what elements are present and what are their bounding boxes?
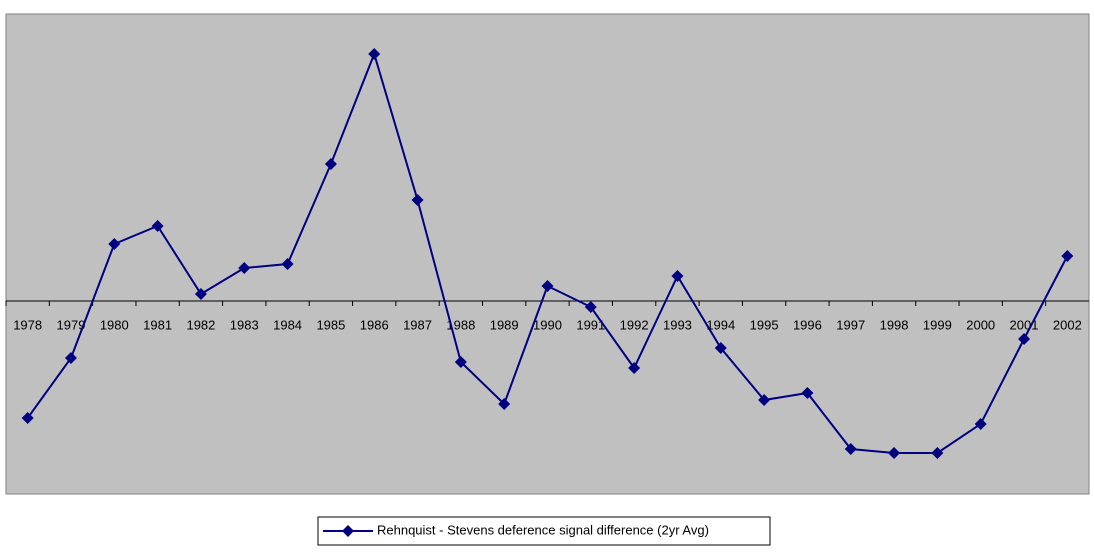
marker xyxy=(1061,250,1074,262)
x-tick-label: 2001 xyxy=(1010,317,1039,332)
marker xyxy=(194,288,207,300)
marker xyxy=(888,447,901,459)
x-tick-label: 1987 xyxy=(403,317,432,332)
x-tick-label: 1989 xyxy=(490,317,519,332)
x-tick-label: 1998 xyxy=(880,317,909,332)
legend xyxy=(317,516,771,546)
marker xyxy=(498,398,511,410)
marker xyxy=(1018,333,1031,345)
x-tick-label: 1991 xyxy=(576,317,605,332)
x-tick-label: 1993 xyxy=(663,317,692,332)
marker xyxy=(21,412,34,424)
marker xyxy=(931,447,944,459)
x-tick-label: 2002 xyxy=(1053,317,1082,332)
marker xyxy=(108,238,121,250)
x-tick-label: 1997 xyxy=(836,317,865,332)
marker xyxy=(584,301,597,313)
x-tick-label: 1996 xyxy=(793,317,822,332)
marker xyxy=(368,48,381,60)
marker xyxy=(324,158,337,170)
x-tick-label: 1988 xyxy=(446,317,475,332)
x-tick-label: 1982 xyxy=(186,317,215,332)
x-tick-label: 1981 xyxy=(143,317,172,332)
x-tick-label: 1979 xyxy=(57,317,86,332)
marker xyxy=(151,220,164,232)
x-tick-label: 1999 xyxy=(923,317,952,332)
plot-area xyxy=(5,13,1090,495)
marker xyxy=(628,362,641,374)
x-tick-label: 1986 xyxy=(360,317,389,332)
marker xyxy=(454,356,467,368)
marker xyxy=(758,394,771,406)
legend-marker xyxy=(342,525,354,537)
marker xyxy=(411,194,424,206)
x-tick-label: 1985 xyxy=(316,317,345,332)
marker xyxy=(801,387,814,399)
x-tick-label: 1990 xyxy=(533,317,562,332)
x-tick-label: 1992 xyxy=(620,317,649,332)
marker xyxy=(541,280,554,292)
marker xyxy=(974,418,987,430)
x-tick-label: 1984 xyxy=(273,317,302,332)
marker xyxy=(238,262,251,274)
x-tick-label: 2000 xyxy=(966,317,995,332)
legend-label: Rehnquist - Stevens deference signal dif… xyxy=(377,522,709,537)
x-tick-label: 1980 xyxy=(100,317,129,332)
marker xyxy=(64,352,77,364)
marker xyxy=(671,270,684,282)
marker xyxy=(281,258,294,270)
x-tick-label: 1994 xyxy=(706,317,735,332)
marker xyxy=(844,443,857,455)
x-tick-label: 1978 xyxy=(13,317,42,332)
x-tick-label: 1983 xyxy=(230,317,259,332)
marker xyxy=(714,342,727,354)
x-tick-label: 1995 xyxy=(750,317,779,332)
